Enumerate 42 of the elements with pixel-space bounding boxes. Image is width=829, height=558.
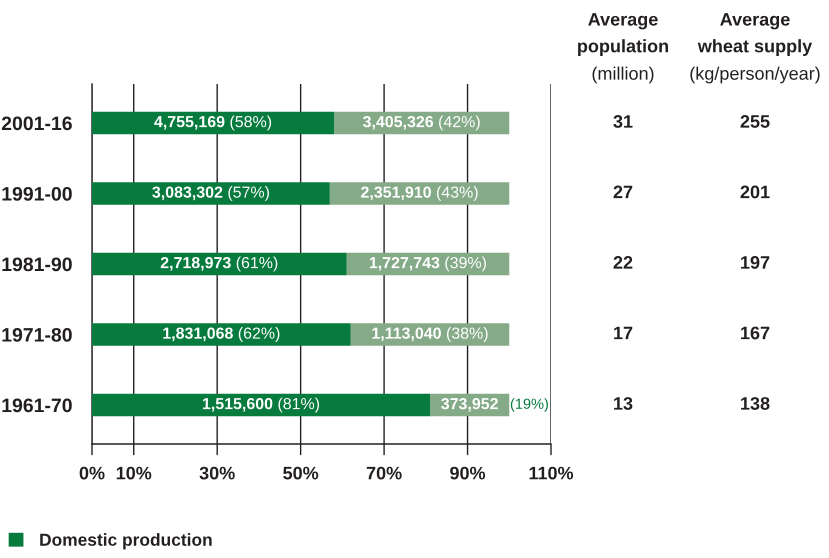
x-tick-label: 0% <box>80 466 105 480</box>
y-tick-label: 2001-16 <box>2 116 72 130</box>
text: 167 <box>741 326 770 340</box>
bar <box>92 323 351 346</box>
text: 138 <box>741 397 770 410</box>
text: 13 <box>614 397 632 410</box>
bar <box>92 112 334 134</box>
data-label: 3,405,326 (42%) <box>362 116 480 130</box>
data-label: 1,831,068 (62%) <box>163 327 280 342</box>
data-label: 2,718,973 (61%) <box>160 256 278 272</box>
x-tick-label: 30% <box>200 466 235 480</box>
text: 201 <box>740 186 770 198</box>
y-tick-label: 1981-90 <box>2 257 72 272</box>
x-tick-label: 90% <box>450 466 486 480</box>
category-label: Average wheat supply (kg/person/year) <box>690 13 820 84</box>
category-label: Average population (million) <box>578 13 668 84</box>
text: 255 <box>740 115 770 128</box>
data-label: 2,351,910 (43%) <box>361 186 478 201</box>
text: 22 <box>614 256 632 269</box>
x-tick-label: 110% <box>530 466 574 480</box>
bar <box>92 394 430 416</box>
text: 31 <box>613 115 633 128</box>
y-tick-label: 1971-80 <box>2 328 72 342</box>
x-tick-label: 70% <box>366 466 402 480</box>
bar <box>346 252 510 276</box>
bar <box>92 252 347 276</box>
bar <box>92 182 330 205</box>
y-tick-label: 1961-70 <box>2 398 72 412</box>
text: 197 <box>741 256 770 269</box>
data-label: 1,113,040 (38%) <box>372 327 488 342</box>
legend-label: Domestic production <box>40 533 212 550</box>
text: 17 <box>614 326 632 340</box>
x-tick-label: 50% <box>283 466 318 480</box>
text: 27 <box>614 186 632 198</box>
bar <box>330 182 510 205</box>
y-tick-label: 1991-00 <box>2 186 72 201</box>
data-label: 1,515,600 (81%) <box>202 398 320 412</box>
data-label: 1,727,743 (39%) <box>370 256 486 272</box>
x-tick-label: 10% <box>116 466 152 480</box>
data-label: 4,755,169 (58%) <box>154 116 272 130</box>
data-label: 3,083,302 (57%) <box>152 186 269 201</box>
data-label: 373,952 (19%) <box>441 398 548 412</box>
